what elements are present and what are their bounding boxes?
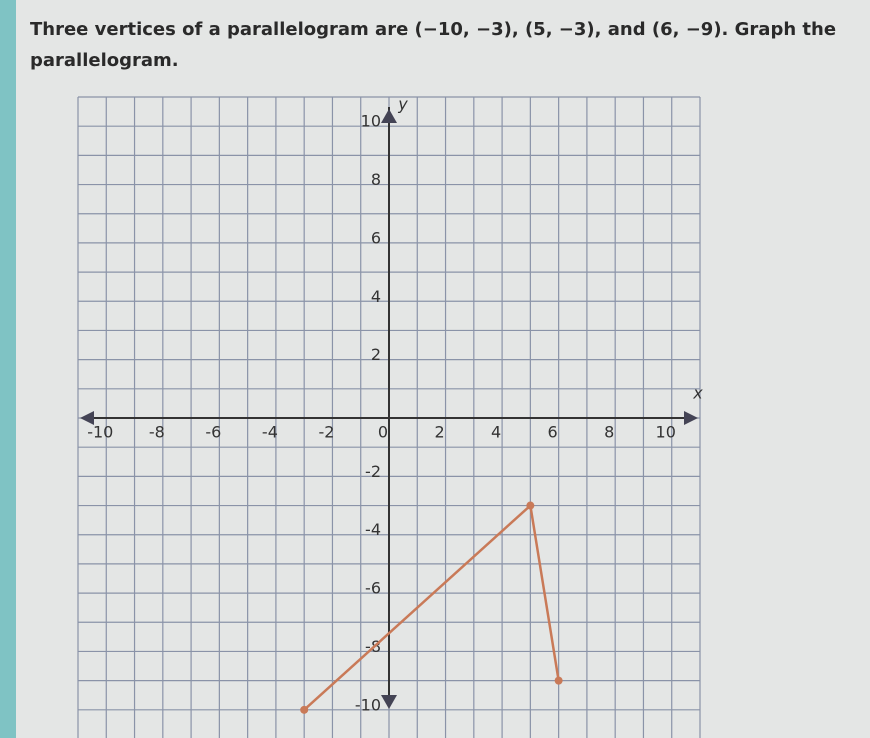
y-tick-label: 6 bbox=[371, 228, 381, 247]
question: Three vertices of a parallelogram are (−… bbox=[30, 19, 837, 71]
arrow bbox=[80, 411, 94, 425]
arrow bbox=[381, 695, 397, 709]
x-tick-label: -4 bbox=[262, 423, 278, 442]
y-tick-label: -10 bbox=[355, 695, 381, 714]
y-tick-label: 10 bbox=[361, 112, 381, 131]
point bbox=[526, 501, 535, 510]
y-tick-label: 8 bbox=[371, 170, 381, 189]
x-tick-label: -8 bbox=[149, 423, 165, 442]
x-tick-label: 8 bbox=[604, 423, 614, 442]
y-tick-label: -2 bbox=[365, 462, 381, 481]
point bbox=[554, 676, 563, 685]
x-tick-label: 6 bbox=[548, 423, 558, 442]
y-tick-label: -6 bbox=[365, 579, 381, 598]
arrow bbox=[381, 109, 397, 123]
x-tick-label: -6 bbox=[205, 423, 221, 442]
y-tick-label: 2 bbox=[371, 345, 381, 364]
y-tick-label: -4 bbox=[365, 520, 381, 539]
x-tick-label: 0 bbox=[378, 423, 388, 442]
x-axis-label: x bbox=[692, 384, 703, 403]
x-tick-label: 10 bbox=[656, 423, 676, 442]
edge-strip bbox=[0, 0, 16, 738]
y-axis-label: y bbox=[397, 95, 408, 114]
point bbox=[300, 705, 309, 714]
x-tick-label: -2 bbox=[318, 423, 334, 442]
x-tick-label: -10 bbox=[87, 423, 113, 442]
arrow bbox=[684, 411, 698, 425]
x-tick-label: 4 bbox=[491, 423, 501, 442]
x-tick-label: 2 bbox=[434, 423, 444, 442]
y-tick-label: 4 bbox=[371, 287, 381, 306]
student-line bbox=[303, 503, 560, 711]
